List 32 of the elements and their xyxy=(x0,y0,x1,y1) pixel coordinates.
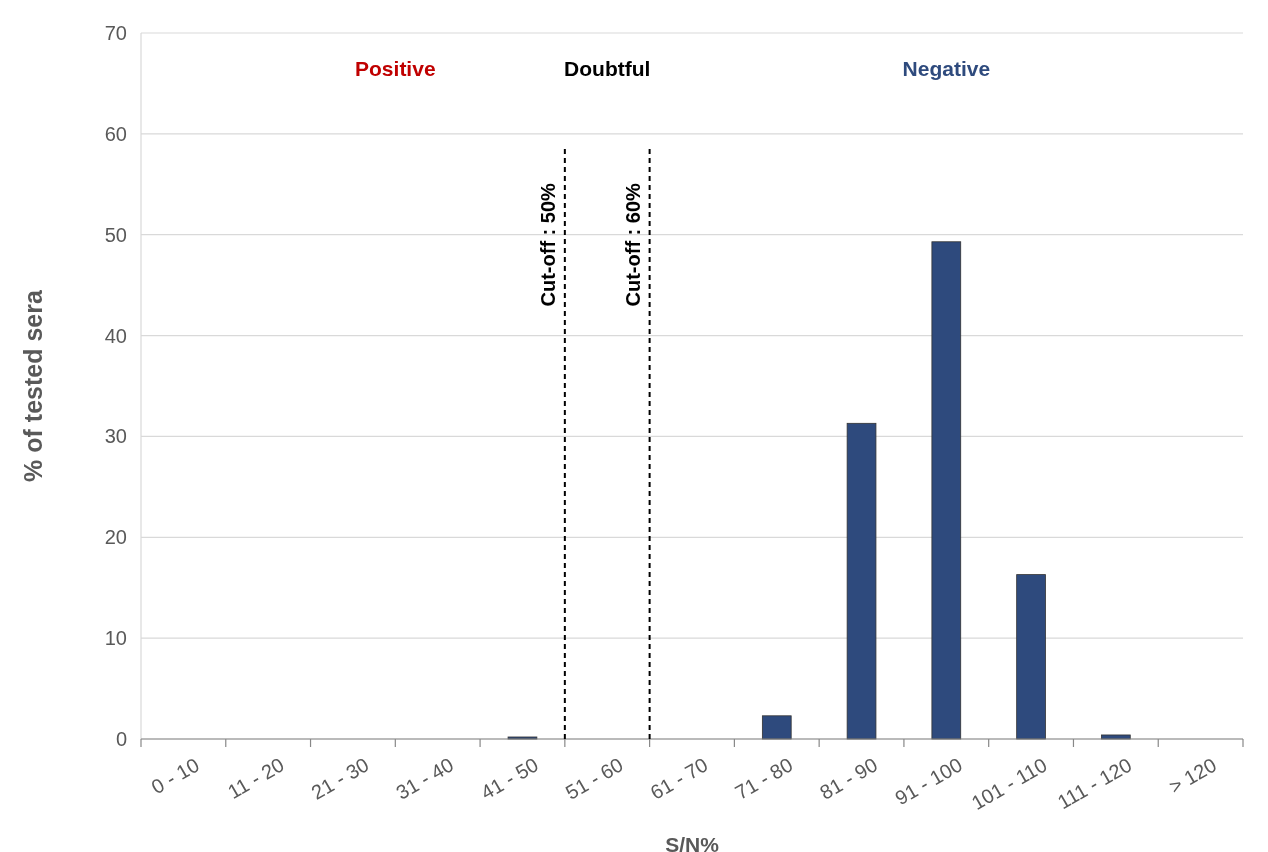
x-tick-label: 71 - 80 xyxy=(731,753,797,804)
x-tick-label: 21 - 30 xyxy=(307,753,373,804)
y-tick-label: 70 xyxy=(104,22,127,44)
x-tick-label: 111 - 120 xyxy=(1053,753,1136,814)
x-tick-label: 91 - 100 xyxy=(891,753,966,810)
ref-line-label: Cut-off : 50% xyxy=(536,182,559,307)
x-tick-label: > 120 xyxy=(1165,753,1221,798)
bar xyxy=(846,422,877,740)
x-tick-label: 41 - 50 xyxy=(477,753,542,804)
x-tick-label: 0 - 10 xyxy=(147,753,203,799)
y-tick-label: 30 xyxy=(104,425,127,448)
bar xyxy=(1016,574,1046,740)
x-tick-label: 61 - 70 xyxy=(646,753,712,804)
x-tick-label: 31 - 40 xyxy=(392,753,458,804)
x-tick-label: 51 - 60 xyxy=(561,753,627,804)
annotation: Positive xyxy=(355,56,436,80)
x-tick-label: 11 - 20 xyxy=(224,753,288,803)
annotation: Negative xyxy=(902,56,991,80)
y-tick-label: 0 xyxy=(115,728,127,750)
bar xyxy=(761,715,792,740)
y-tick-label: 10 xyxy=(104,627,127,650)
y-tick-label: 20 xyxy=(104,526,127,549)
x-axis-title: S/N% xyxy=(665,833,720,852)
x-tick-label: 81 - 90 xyxy=(816,753,882,804)
y-tick-label: 50 xyxy=(104,223,127,246)
y-tick-label: 40 xyxy=(104,324,127,347)
y-tick-label: 60 xyxy=(104,122,127,145)
y-axis-title: % of tested sera xyxy=(19,289,47,482)
x-tick-label: 101 - 110 xyxy=(967,753,1051,815)
bar xyxy=(931,241,962,740)
annotation: Doubtful xyxy=(564,56,651,80)
ref-line-label: Cut-off : 60% xyxy=(621,182,644,307)
